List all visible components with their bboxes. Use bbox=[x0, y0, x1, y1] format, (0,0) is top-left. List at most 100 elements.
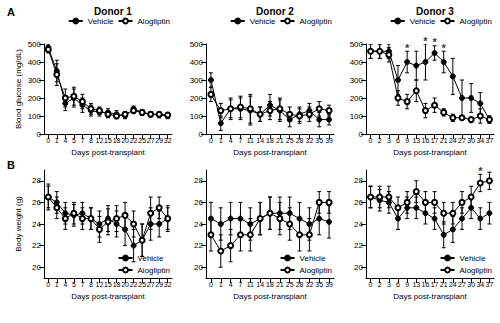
svg-text:7: 7 bbox=[80, 137, 84, 144]
svg-text:1: 1 bbox=[55, 281, 59, 288]
svg-text:11: 11 bbox=[247, 281, 254, 288]
svg-text:7: 7 bbox=[239, 137, 243, 144]
svg-text:0: 0 bbox=[369, 137, 373, 144]
svg-text:7: 7 bbox=[80, 281, 84, 288]
svg-text:Vehicle: Vehicle bbox=[410, 17, 436, 26]
svg-text:Vehicle: Vehicle bbox=[138, 254, 164, 263]
svg-text:0: 0 bbox=[359, 130, 364, 139]
svg-text:4: 4 bbox=[63, 281, 67, 288]
svg-text:28: 28 bbox=[296, 281, 304, 288]
svg-text:1: 1 bbox=[219, 281, 223, 288]
svg-text:12: 12 bbox=[96, 281, 104, 288]
svg-text:22: 22 bbox=[130, 281, 138, 288]
svg-text:Vehicle: Vehicle bbox=[460, 254, 486, 263]
svg-text:28: 28 bbox=[32, 176, 41, 185]
svg-text:39: 39 bbox=[325, 137, 333, 144]
svg-text:Donor 1: Donor 1 bbox=[94, 6, 132, 17]
svg-text:Vehicle: Vehicle bbox=[250, 17, 276, 26]
svg-text:26: 26 bbox=[32, 198, 41, 207]
svg-text:Days post-transplant: Days post-transplant bbox=[71, 292, 145, 301]
svg-text:2: 2 bbox=[378, 281, 382, 288]
svg-text:25: 25 bbox=[138, 137, 146, 144]
svg-text:9: 9 bbox=[405, 281, 409, 288]
svg-text:0: 0 bbox=[46, 137, 50, 144]
svg-text:8: 8 bbox=[89, 281, 93, 288]
svg-text:4: 4 bbox=[229, 281, 233, 288]
svg-text:27: 27 bbox=[147, 281, 155, 288]
svg-text:18: 18 bbox=[266, 137, 274, 144]
svg-text:13: 13 bbox=[412, 137, 420, 144]
svg-text:300: 300 bbox=[350, 76, 364, 85]
svg-text:20: 20 bbox=[121, 281, 129, 288]
svg-text:Days post-transplant: Days post-transplant bbox=[71, 148, 145, 157]
svg-text:21: 21 bbox=[276, 137, 284, 144]
svg-text:Days post-transplant: Days post-transplant bbox=[393, 148, 467, 157]
svg-text:400: 400 bbox=[28, 58, 42, 67]
svg-text:18: 18 bbox=[113, 137, 121, 144]
svg-text:28: 28 bbox=[354, 176, 363, 185]
svg-text:17: 17 bbox=[431, 137, 439, 144]
svg-text:100: 100 bbox=[28, 112, 42, 121]
svg-text:1: 1 bbox=[55, 137, 59, 144]
svg-text:Alogliptin: Alogliptin bbox=[138, 17, 170, 26]
svg-text:18: 18 bbox=[266, 281, 274, 288]
svg-text:*: * bbox=[405, 42, 410, 54]
svg-text:35: 35 bbox=[315, 281, 323, 288]
svg-text:37: 37 bbox=[486, 281, 494, 288]
svg-text:20: 20 bbox=[32, 263, 41, 272]
svg-text:200: 200 bbox=[28, 94, 42, 103]
svg-text:Blood glucose (mg/dL): Blood glucose (mg/dL) bbox=[14, 49, 23, 129]
svg-text:20: 20 bbox=[121, 137, 129, 144]
svg-text:30: 30 bbox=[467, 137, 475, 144]
svg-text:300: 300 bbox=[190, 76, 204, 85]
svg-text:26: 26 bbox=[354, 198, 363, 207]
svg-text:17: 17 bbox=[431, 281, 439, 288]
svg-text:Alogliptin: Alogliptin bbox=[300, 17, 332, 26]
svg-text:32: 32 bbox=[305, 281, 313, 288]
svg-text:*: * bbox=[432, 36, 437, 48]
svg-text:4: 4 bbox=[229, 137, 233, 144]
svg-text:100: 100 bbox=[190, 112, 204, 121]
svg-text:24: 24 bbox=[449, 137, 457, 144]
svg-text:39: 39 bbox=[325, 281, 333, 288]
svg-text:Days post-transplant: Days post-transplant bbox=[233, 148, 307, 157]
svg-text:*: * bbox=[442, 42, 447, 54]
svg-text:0: 0 bbox=[209, 137, 213, 144]
svg-text:3: 3 bbox=[387, 137, 391, 144]
svg-text:200: 200 bbox=[350, 94, 364, 103]
svg-text:Vehicle: Vehicle bbox=[88, 17, 114, 26]
svg-text:4: 4 bbox=[63, 137, 67, 144]
svg-text:22: 22 bbox=[32, 241, 41, 250]
svg-text:22: 22 bbox=[130, 137, 138, 144]
svg-text:16: 16 bbox=[422, 137, 430, 144]
svg-text:25: 25 bbox=[138, 281, 146, 288]
svg-text:32: 32 bbox=[164, 281, 172, 288]
svg-text:22: 22 bbox=[194, 241, 203, 250]
svg-text:32: 32 bbox=[305, 137, 313, 144]
svg-text:Days post-transplant: Days post-transplant bbox=[393, 292, 467, 301]
svg-text:27: 27 bbox=[147, 137, 155, 144]
svg-text:21: 21 bbox=[276, 281, 284, 288]
svg-text:300: 300 bbox=[28, 76, 42, 85]
svg-text:0: 0 bbox=[369, 281, 373, 288]
svg-text:500: 500 bbox=[350, 40, 364, 49]
svg-text:13: 13 bbox=[412, 281, 420, 288]
svg-text:26: 26 bbox=[194, 198, 203, 207]
svg-text:27: 27 bbox=[458, 281, 466, 288]
svg-text:12: 12 bbox=[96, 137, 104, 144]
svg-text:2: 2 bbox=[378, 137, 382, 144]
svg-text:Alogliptin: Alogliptin bbox=[460, 17, 492, 26]
svg-text:11: 11 bbox=[247, 137, 254, 144]
svg-text:Donor 3: Donor 3 bbox=[416, 6, 454, 17]
svg-text:Alogliptin: Alogliptin bbox=[460, 266, 492, 275]
svg-text:3: 3 bbox=[387, 281, 391, 288]
svg-text:34: 34 bbox=[476, 281, 484, 288]
svg-text:6: 6 bbox=[396, 281, 400, 288]
svg-text:34: 34 bbox=[476, 137, 484, 144]
svg-text:Alogliptin: Alogliptin bbox=[138, 266, 170, 275]
svg-text:28: 28 bbox=[194, 176, 203, 185]
svg-text:B: B bbox=[7, 159, 15, 171]
svg-text:29: 29 bbox=[155, 137, 163, 144]
svg-text:Body weight (g): Body weight (g) bbox=[14, 196, 23, 252]
svg-text:25: 25 bbox=[286, 137, 294, 144]
